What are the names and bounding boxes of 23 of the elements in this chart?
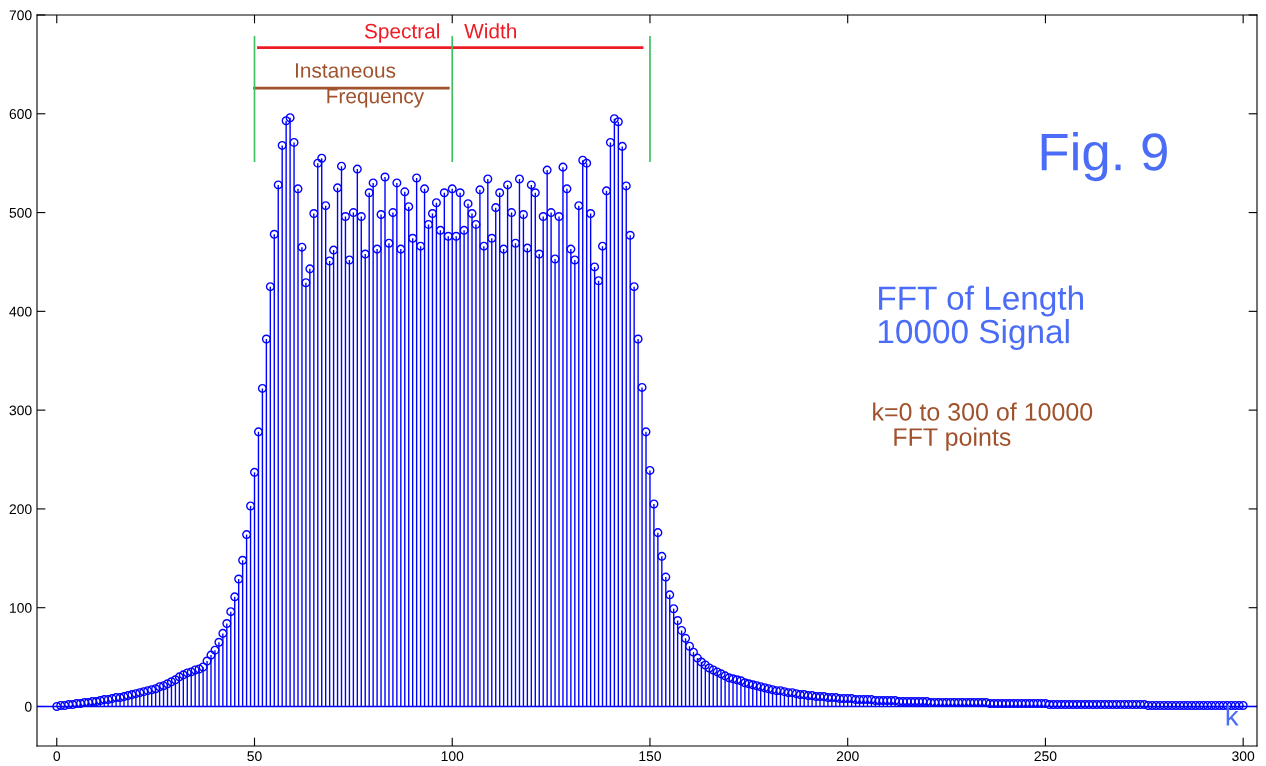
annotation: k=0 to 300 of 10000 FFT points: [873, 402, 1093, 451]
annotation: Instaneous: [295, 63, 396, 78]
y-tick-label: 700: [9, 10, 32, 21]
y-tick-label: 600: [9, 109, 32, 119]
x-axis-title: k: [1226, 705, 1239, 726]
x-tick-label: 250: [1034, 751, 1057, 762]
x-tick-label: 50: [247, 751, 262, 762]
x-tick-label: 100: [441, 751, 464, 762]
x-tick-label: 150: [639, 751, 662, 762]
y-tick-label: 500: [9, 207, 32, 218]
annotation: Fig. 9: [1041, 131, 1167, 182]
annotation: Frequency: [327, 88, 425, 108]
y-tick-label: 100: [10, 603, 32, 613]
x-tick-label: 200: [836, 751, 859, 762]
y-tick-label: 300: [9, 405, 32, 416]
annotation: FFT of Length 10000 Signal: [878, 285, 1083, 351]
annotation: Spectral: [364, 23, 439, 43]
x-tick-label: 0: [53, 751, 61, 762]
y-tick-label: 200: [9, 504, 32, 515]
y-tick-label: 0: [24, 701, 32, 712]
x-tick-label: 300: [1232, 751, 1255, 762]
annotation: Width: [464, 23, 516, 39]
y-tick-label: 400: [9, 306, 32, 317]
